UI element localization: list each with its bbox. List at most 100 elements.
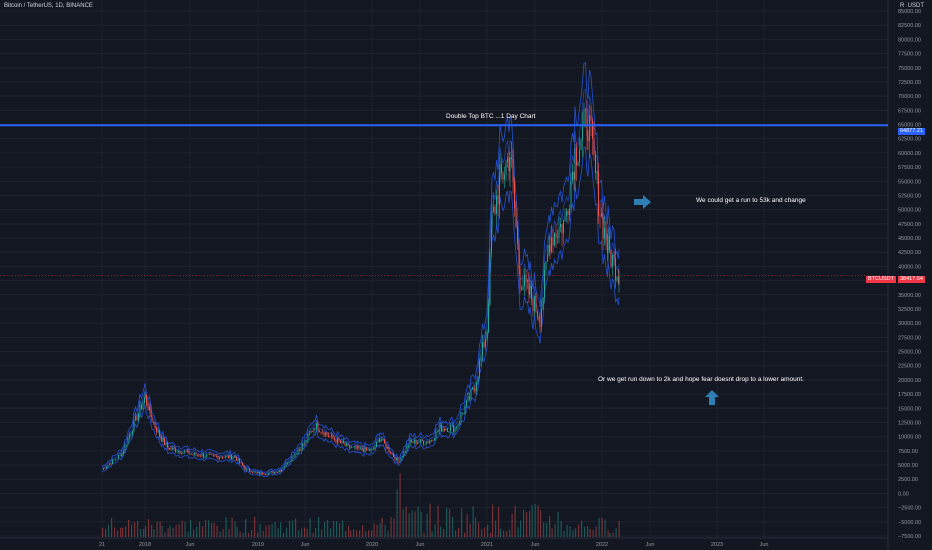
candle-body	[355, 446, 357, 449]
candle-body	[274, 471, 275, 474]
candle-body	[529, 286, 531, 295]
chart-title-annotation[interactable]: Double Top BTC ...1 Day Chart	[446, 113, 536, 120]
price-tick-label: −2500.00	[898, 506, 921, 512]
volume-bar	[581, 520, 583, 537]
candle-body	[592, 120, 593, 139]
volume-bar	[495, 520, 497, 537]
candle-body	[429, 441, 431, 442]
volume-bar	[595, 526, 597, 537]
candle-body	[467, 396, 469, 401]
scale-mode[interactable]: R USDT	[900, 3, 924, 9]
candle-body	[480, 355, 482, 361]
volume-bar	[280, 522, 282, 537]
volume-bar	[511, 513, 513, 537]
candle-body	[268, 472, 269, 475]
candle-body	[382, 439, 384, 441]
candle-body	[376, 441, 377, 447]
candle-body	[269, 472, 271, 473]
candle-body	[402, 456, 403, 458]
candle-body	[507, 157, 508, 163]
candle-body	[537, 311, 538, 318]
candle-body	[173, 447, 175, 449]
volume-bar	[549, 515, 551, 537]
candle-body	[371, 449, 373, 451]
volume-bar	[569, 526, 571, 537]
candle-body	[502, 172, 504, 180]
volume-bar	[423, 532, 425, 537]
candle-body	[184, 451, 185, 453]
volume-bar	[612, 532, 614, 537]
candle-body	[178, 450, 179, 452]
volume-bar	[506, 530, 508, 537]
candle-body	[159, 436, 161, 438]
candle-body	[558, 227, 560, 238]
candle-body	[216, 455, 217, 457]
candle-body	[275, 471, 277, 473]
volume-bar	[604, 519, 606, 537]
candle-body	[612, 254, 613, 267]
volume-bar	[411, 510, 413, 537]
volume-bar	[402, 509, 404, 537]
candle-body	[405, 451, 406, 452]
candle-body	[303, 443, 305, 445]
candle-body	[240, 462, 242, 464]
price-tick-label: 2500.00	[898, 477, 918, 483]
candle-body	[456, 426, 457, 428]
symbol-title[interactable]: Bitcoin / TetherUS, 1D, BINANCE	[4, 3, 93, 9]
volume-bar	[537, 505, 539, 537]
volume-bar	[560, 521, 562, 537]
volume-bar	[306, 529, 308, 537]
candle-body	[564, 215, 566, 220]
candle-body	[282, 468, 284, 470]
volume-bar	[254, 517, 256, 537]
candle-body	[203, 454, 204, 458]
price-tick-label: 55000.00	[898, 179, 921, 185]
upside-annotation[interactable]: We could get a run to 53k and change	[696, 197, 806, 204]
candle-body	[369, 449, 370, 452]
volume-bar	[578, 524, 580, 537]
candle-body	[576, 148, 577, 166]
volume-bar	[143, 528, 145, 537]
candle-body	[354, 446, 355, 447]
candle-body	[547, 254, 548, 262]
volume-bar	[148, 519, 150, 537]
candle-body	[118, 455, 119, 459]
candle-body	[466, 400, 467, 407]
candle-body	[144, 397, 145, 403]
candle-body	[188, 450, 190, 455]
volume-bar	[534, 503, 536, 537]
arrow-right-icon	[634, 195, 651, 209]
volume-bar	[164, 531, 166, 537]
candle-body	[572, 171, 573, 181]
price-tick-label: 30000.00	[898, 321, 921, 327]
candle-body	[421, 439, 423, 442]
volume-bar	[589, 528, 591, 537]
candle-body	[435, 431, 437, 439]
candle-body	[408, 445, 409, 447]
candle-body	[535, 296, 537, 312]
candle-body	[149, 406, 150, 411]
volume-bar	[393, 518, 395, 537]
candle-body	[479, 360, 480, 377]
candle-body	[403, 451, 405, 457]
candle-body	[552, 237, 554, 246]
volume-bar	[265, 525, 267, 537]
volume-bar	[231, 517, 233, 537]
scale-mode-letter[interactable]: R	[899, 3, 905, 9]
candle-body	[147, 404, 149, 411]
volume-bar	[520, 520, 522, 537]
candle-body	[337, 438, 338, 443]
downside-annotation[interactable]: Or we get run down to 2k and hope fear d…	[598, 376, 804, 383]
candle-body	[104, 468, 106, 469]
volume-bar	[490, 532, 492, 537]
candle-body	[113, 459, 115, 461]
volume-bar	[399, 473, 401, 537]
candle-body	[323, 432, 325, 436]
candle-body	[201, 454, 203, 457]
candle-body	[340, 440, 341, 443]
candle-body	[225, 456, 226, 458]
volume-bar	[268, 525, 270, 537]
candle-body	[213, 454, 214, 456]
time-tick-label: Jun	[760, 542, 769, 548]
